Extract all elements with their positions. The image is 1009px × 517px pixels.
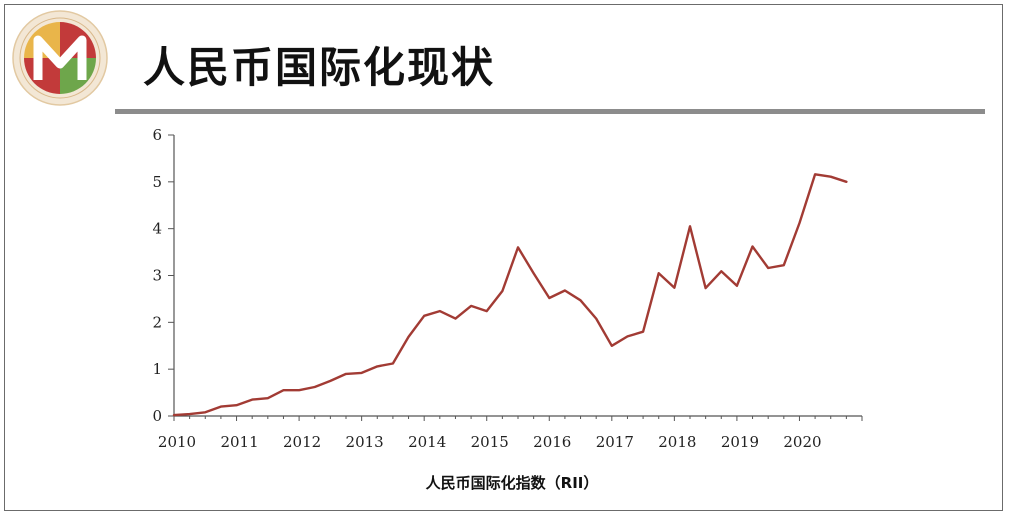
x-tick-label: 2012 [283,433,321,451]
x-tick-label: 2014 [408,433,446,451]
x-tick-label: 2013 [346,433,384,451]
slide-title: 人民币国际化现状 [143,43,496,92]
x-axis-ticks: 2010 2011 2012 2013 2014 2015 2016 2017 2018 2019… [158,416,863,451]
y-tick-label: 6 [152,126,162,144]
y-tick-label: 2 [152,313,162,331]
x-tick-label: 2016 [533,433,571,451]
x-tick-label: 2017 [596,433,634,451]
x-tick-label: 2011 [220,433,258,451]
y-tick-label: 3 [152,267,162,285]
x-tick-label: 2019 [721,433,759,451]
x-tick-label: 2018 [658,433,696,451]
institute-logo [12,10,108,106]
x-axis-label: 人民币国际化指数（RII） [426,474,599,492]
title-divider [115,109,985,114]
y-tick-label: 5 [152,173,162,191]
y-tick-label: 4 [152,220,162,238]
x-tick-label: 2020 [783,433,821,451]
y-axis-ticks: 0 1 2 3 4 5 6 [152,126,174,425]
x-tick-label: 2015 [471,433,509,451]
chart-axes [173,135,862,417]
y-tick-label: 1 [152,360,162,378]
rii-series-line [172,173,848,417]
x-tick-label: 2010 [158,433,196,451]
chart-series [172,173,848,417]
slide-frame [4,4,1003,511]
y-tick-label: 0 [152,407,162,425]
logo-monogram [33,35,87,80]
